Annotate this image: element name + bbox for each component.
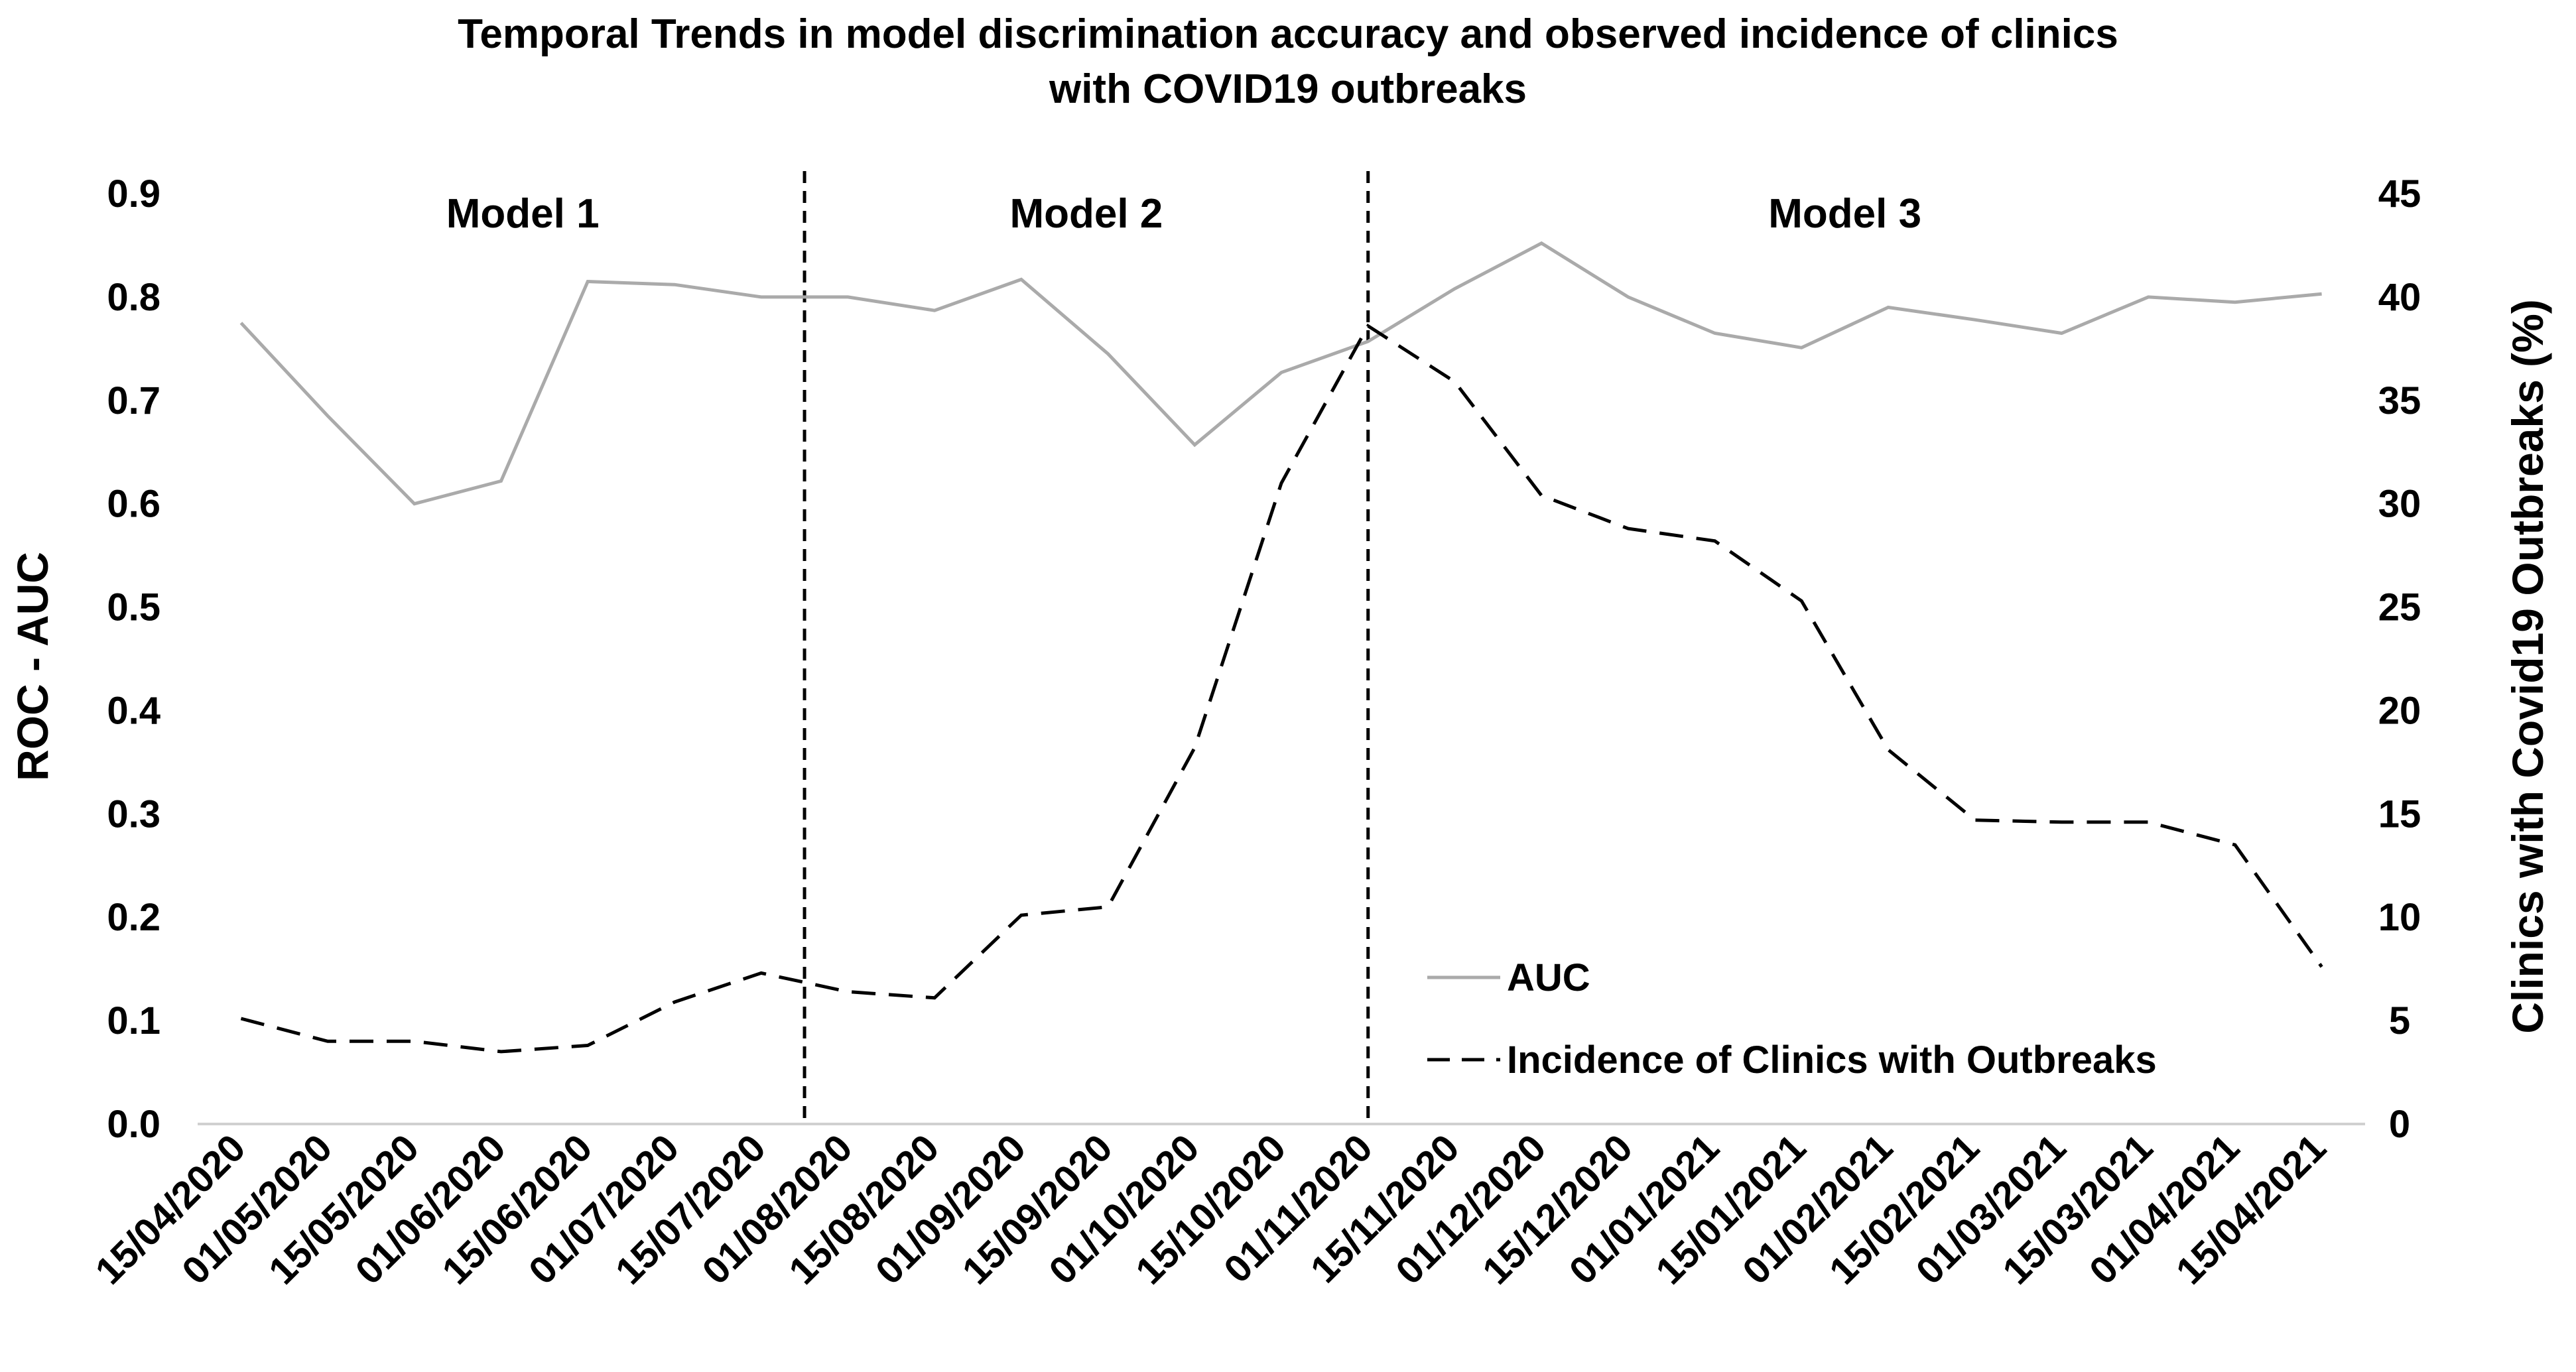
y-tick-label: 0.0 xyxy=(107,1103,161,1146)
model-label: Model 3 xyxy=(1768,191,1921,237)
chart-title-line-1: Temporal Trends in model discrimination … xyxy=(458,11,2118,57)
legend-label-auc: AUC xyxy=(1507,956,1590,999)
series-layer xyxy=(239,241,2323,1054)
y-tick-label: 0.7 xyxy=(107,379,161,422)
y2-tick-label: 45 xyxy=(2378,172,2421,216)
auc-series-line xyxy=(239,241,2322,506)
model-labels: Model 1 Model 2 Model 3 xyxy=(446,191,1921,237)
y-tick-label: 0.6 xyxy=(107,483,161,526)
y2-tick-label: 35 xyxy=(2378,379,2421,422)
incidence-series-line xyxy=(240,323,2323,1054)
y-tick-label: 0.4 xyxy=(107,689,161,732)
y-axis-title: ROC - AUC xyxy=(8,552,57,781)
y-tick-label: 0.3 xyxy=(107,792,161,836)
y2-tick-label: 25 xyxy=(2378,586,2421,629)
model-label: Model 1 xyxy=(446,191,600,237)
legend: AUC Incidence of Clinics with Outbreaks xyxy=(1427,956,2157,1082)
chart-title-line-2: with COVID19 outbreaks xyxy=(1049,66,1527,112)
y2-tick-label: 5 xyxy=(2389,999,2410,1042)
y2-tick-label: 40 xyxy=(2378,276,2421,319)
y2-tick-label: 0 xyxy=(2389,1103,2410,1146)
model-label: Model 2 xyxy=(1009,191,1163,237)
y-tick-label: 0.5 xyxy=(107,586,161,629)
y-axis-ticks: 0.0 0.1 0.2 0.3 0.4 0.5 0.6 0.7 0.8 0.9 xyxy=(107,172,161,1146)
legend-label-incidence: Incidence of Clinics with Outbreaks xyxy=(1507,1038,2157,1082)
y2-tick-label: 20 xyxy=(2378,689,2421,732)
y2-tick-label: 15 xyxy=(2378,792,2421,836)
y2-tick-label: 30 xyxy=(2378,483,2421,526)
y-tick-label: 0.1 xyxy=(107,999,161,1042)
y2-axis-title: Clinics with Covid19 Outbreaks (%) xyxy=(2503,299,2552,1034)
y-tick-label: 0.8 xyxy=(107,276,161,319)
y2-axis-ticks: 0 5 10 15 20 25 30 35 40 45 xyxy=(2378,172,2421,1146)
y2-tick-label: 10 xyxy=(2378,896,2421,939)
y-tick-label: 0.2 xyxy=(107,896,161,939)
y-tick-label: 0.9 xyxy=(107,172,161,216)
